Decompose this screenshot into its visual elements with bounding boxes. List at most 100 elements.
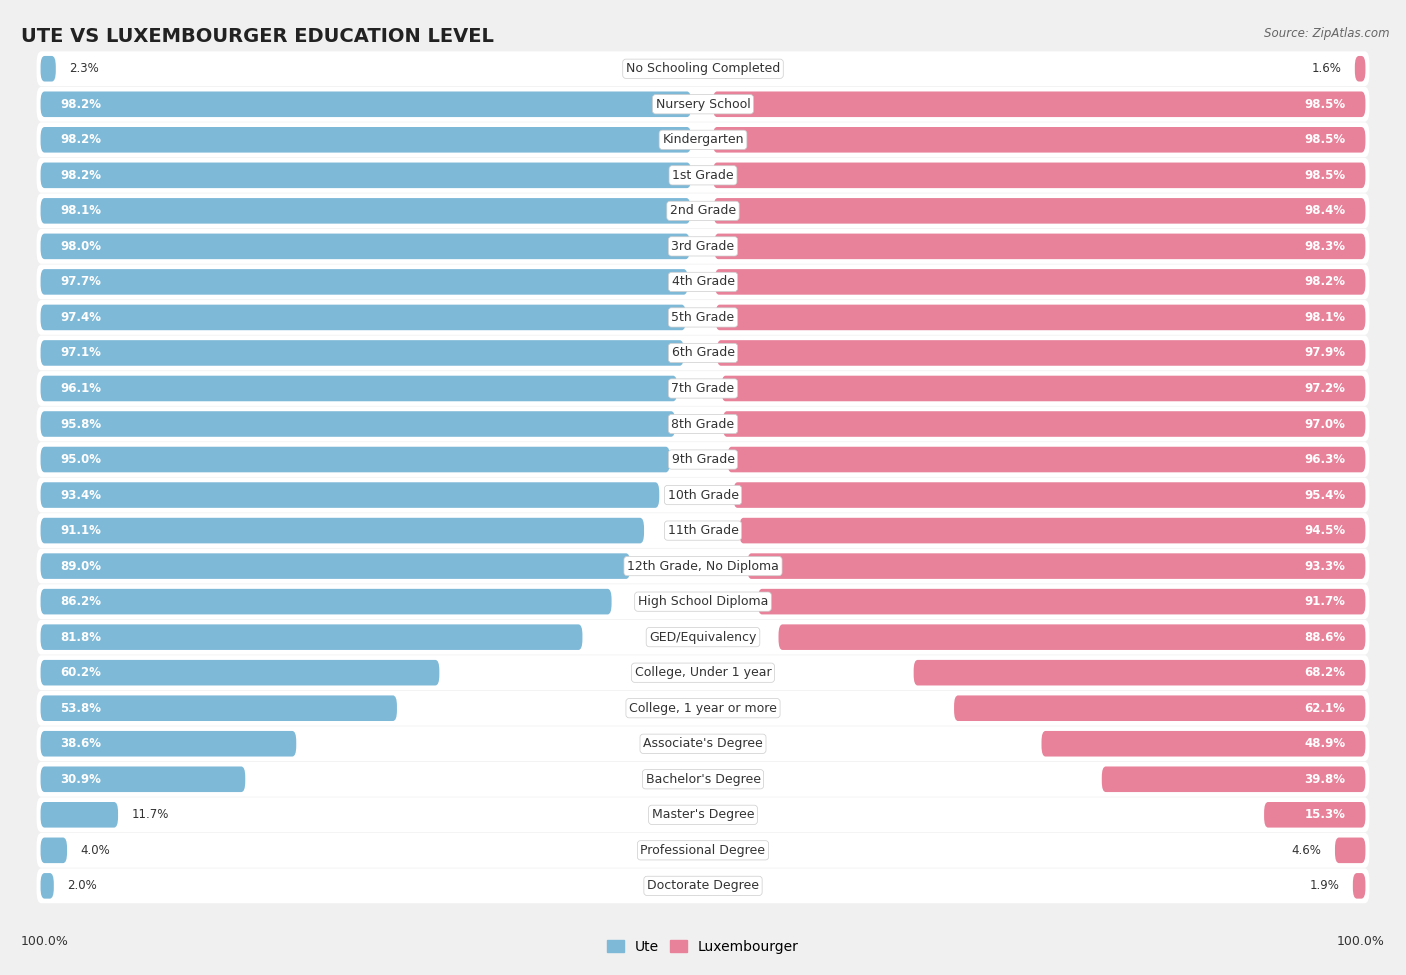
Text: 5th Grade: 5th Grade <box>672 311 734 324</box>
Text: 95.0%: 95.0% <box>60 453 101 466</box>
FancyBboxPatch shape <box>1102 766 1365 792</box>
FancyBboxPatch shape <box>37 513 1369 548</box>
FancyBboxPatch shape <box>1264 802 1365 828</box>
Text: 94.5%: 94.5% <box>1305 525 1346 537</box>
Text: 95.4%: 95.4% <box>1305 488 1346 501</box>
FancyBboxPatch shape <box>721 375 1365 402</box>
FancyBboxPatch shape <box>914 660 1365 685</box>
FancyBboxPatch shape <box>41 518 644 543</box>
Text: 53.8%: 53.8% <box>60 702 101 715</box>
Text: 2nd Grade: 2nd Grade <box>669 205 737 217</box>
FancyBboxPatch shape <box>41 660 439 685</box>
Text: 98.2%: 98.2% <box>60 169 101 181</box>
Text: Bachelor's Degree: Bachelor's Degree <box>645 773 761 786</box>
FancyBboxPatch shape <box>37 52 1369 86</box>
Text: 97.9%: 97.9% <box>1305 346 1346 360</box>
Text: 30.9%: 30.9% <box>60 773 101 786</box>
Text: 11.7%: 11.7% <box>131 808 169 821</box>
FancyBboxPatch shape <box>748 554 1365 579</box>
Text: 98.3%: 98.3% <box>1305 240 1346 253</box>
FancyBboxPatch shape <box>41 163 692 188</box>
Text: 10th Grade: 10th Grade <box>668 488 738 501</box>
Text: Source: ZipAtlas.com: Source: ZipAtlas.com <box>1264 27 1389 40</box>
Text: 98.5%: 98.5% <box>1305 98 1346 111</box>
FancyBboxPatch shape <box>37 655 1369 690</box>
Text: 98.0%: 98.0% <box>60 240 101 253</box>
FancyBboxPatch shape <box>41 304 686 331</box>
Text: No Schooling Completed: No Schooling Completed <box>626 62 780 75</box>
Text: High School Diploma: High School Diploma <box>638 595 768 608</box>
Text: 93.4%: 93.4% <box>60 488 101 501</box>
FancyBboxPatch shape <box>41 873 53 899</box>
FancyBboxPatch shape <box>1355 56 1365 82</box>
Text: 8th Grade: 8th Grade <box>672 417 734 431</box>
Text: 7th Grade: 7th Grade <box>672 382 734 395</box>
FancyBboxPatch shape <box>41 340 683 366</box>
FancyBboxPatch shape <box>41 127 692 152</box>
FancyBboxPatch shape <box>714 198 1365 223</box>
FancyBboxPatch shape <box>37 761 1369 797</box>
Text: 98.5%: 98.5% <box>1305 169 1346 181</box>
FancyBboxPatch shape <box>37 691 1369 725</box>
FancyBboxPatch shape <box>41 56 56 82</box>
Text: 97.2%: 97.2% <box>1305 382 1346 395</box>
FancyBboxPatch shape <box>41 375 678 402</box>
Text: 86.2%: 86.2% <box>60 595 101 608</box>
Text: Professional Degree: Professional Degree <box>641 843 765 857</box>
Text: 4th Grade: 4th Grade <box>672 275 734 289</box>
FancyBboxPatch shape <box>41 695 396 721</box>
FancyBboxPatch shape <box>717 340 1365 366</box>
FancyBboxPatch shape <box>41 447 669 472</box>
FancyBboxPatch shape <box>37 158 1369 193</box>
Text: 91.1%: 91.1% <box>60 525 101 537</box>
Text: 11th Grade: 11th Grade <box>668 525 738 537</box>
FancyBboxPatch shape <box>37 726 1369 761</box>
Text: 89.0%: 89.0% <box>60 560 101 572</box>
Text: 15.3%: 15.3% <box>1305 808 1346 821</box>
Text: 97.0%: 97.0% <box>1305 417 1346 431</box>
Text: 81.8%: 81.8% <box>60 631 101 644</box>
FancyBboxPatch shape <box>41 624 582 650</box>
FancyBboxPatch shape <box>41 234 690 259</box>
FancyBboxPatch shape <box>37 869 1369 903</box>
Text: UTE VS LUXEMBOURGER EDUCATION LEVEL: UTE VS LUXEMBOURGER EDUCATION LEVEL <box>21 27 494 46</box>
Text: 62.1%: 62.1% <box>1305 702 1346 715</box>
FancyBboxPatch shape <box>37 335 1369 370</box>
FancyBboxPatch shape <box>41 731 297 757</box>
FancyBboxPatch shape <box>37 442 1369 477</box>
FancyBboxPatch shape <box>37 264 1369 299</box>
Text: 3rd Grade: 3rd Grade <box>672 240 734 253</box>
Text: 98.1%: 98.1% <box>1305 311 1346 324</box>
FancyBboxPatch shape <box>727 447 1365 472</box>
Text: 96.1%: 96.1% <box>60 382 101 395</box>
Text: College, 1 year or more: College, 1 year or more <box>628 702 778 715</box>
FancyBboxPatch shape <box>37 371 1369 406</box>
Legend: Ute, Luxembourger: Ute, Luxembourger <box>607 940 799 954</box>
Text: 98.2%: 98.2% <box>60 98 101 111</box>
FancyBboxPatch shape <box>37 87 1369 122</box>
FancyBboxPatch shape <box>713 127 1365 152</box>
Text: 39.8%: 39.8% <box>1305 773 1346 786</box>
Text: GED/Equivalency: GED/Equivalency <box>650 631 756 644</box>
Text: 12th Grade, No Diploma: 12th Grade, No Diploma <box>627 560 779 572</box>
Text: 100.0%: 100.0% <box>1337 935 1385 948</box>
Text: 1st Grade: 1st Grade <box>672 169 734 181</box>
FancyBboxPatch shape <box>37 407 1369 442</box>
Text: 98.1%: 98.1% <box>60 205 101 217</box>
Text: 93.3%: 93.3% <box>1305 560 1346 572</box>
Text: 100.0%: 100.0% <box>21 935 69 948</box>
FancyBboxPatch shape <box>714 234 1365 259</box>
Text: 1.9%: 1.9% <box>1310 879 1340 892</box>
Text: Associate's Degree: Associate's Degree <box>643 737 763 750</box>
Text: 98.5%: 98.5% <box>1305 134 1346 146</box>
FancyBboxPatch shape <box>41 802 118 828</box>
Text: 98.2%: 98.2% <box>60 134 101 146</box>
FancyBboxPatch shape <box>41 269 688 294</box>
Text: 98.4%: 98.4% <box>1305 205 1346 217</box>
FancyBboxPatch shape <box>37 300 1369 334</box>
Text: 68.2%: 68.2% <box>1305 666 1346 680</box>
FancyBboxPatch shape <box>713 163 1365 188</box>
FancyBboxPatch shape <box>740 518 1365 543</box>
Text: 2.3%: 2.3% <box>69 62 98 75</box>
FancyBboxPatch shape <box>37 193 1369 228</box>
